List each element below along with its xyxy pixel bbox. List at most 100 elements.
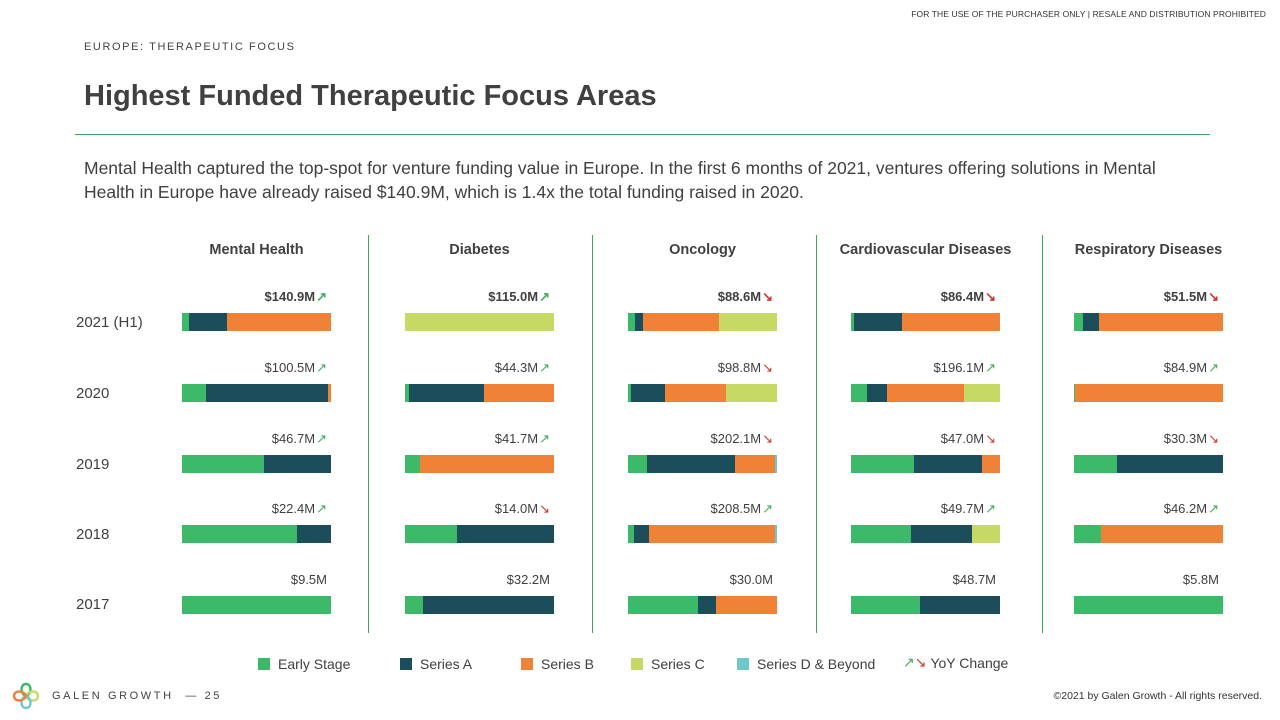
yoy-up-arrow-icon: ↗ — [1208, 360, 1219, 375]
section-kicker: EUROPE: THERAPEUTIC FOCUS — [84, 41, 296, 53]
stacked-bar — [405, 384, 554, 402]
bar-segment-early — [628, 525, 634, 543]
total-value: $14.0M — [494, 501, 539, 516]
total-value: $5.8M — [1182, 572, 1219, 587]
total-value: $30.3M — [1163, 431, 1208, 446]
total-value: $202.1M — [710, 431, 762, 446]
bar-segment-a — [698, 596, 716, 614]
yoy-up-arrow-icon: ↗ — [316, 289, 327, 304]
stacked-bar — [405, 525, 554, 543]
bar-segment-a — [457, 525, 554, 543]
bar-segment-early — [1074, 596, 1223, 614]
stacked-bar — [405, 596, 554, 614]
data-label: $46.2M↗ — [1164, 501, 1219, 517]
stacked-bar — [182, 525, 331, 543]
bar-segment-a — [913, 455, 983, 473]
data-label: $196.1M↗ — [934, 360, 997, 376]
bar-segment-a — [647, 455, 736, 473]
data-label: $100.5M↗ — [265, 360, 328, 376]
total-value: $196.1M — [933, 360, 985, 375]
chart-legend: Early Stage Series A Series B Series C Serie… — [0, 654, 1280, 678]
bar-segment-a — [263, 455, 331, 473]
data-label: $51.5M↘ — [1164, 289, 1219, 305]
yoy-up-arrow-icon: ↗ — [539, 360, 550, 375]
total-value: $86.4M — [940, 289, 985, 304]
legend-item: Series C — [631, 656, 705, 672]
bar-segment-b — [901, 313, 1000, 331]
yoy-down-arrow-icon: ↘ — [762, 289, 773, 304]
bar-segment-a — [1117, 455, 1223, 473]
data-label: $14.0M↘ — [495, 501, 550, 517]
stacked-bar — [628, 313, 777, 331]
stacked-bar — [405, 455, 554, 473]
description: Mental Health captured the top-spot for … — [84, 158, 1156, 202]
row-label: 2018 — [76, 526, 110, 543]
funding-chart: 2021 (H1) 2020 2019 2018 2017 Mental Health $1… — [0, 230, 1280, 640]
data-label: $22.4M↗ — [272, 501, 327, 517]
data-label: $5.8M — [1183, 572, 1219, 587]
total-value: $84.9M — [1163, 360, 1208, 375]
legend-label: Series A — [420, 656, 473, 672]
bar-segment-early — [182, 313, 190, 331]
stacked-bar — [182, 455, 331, 473]
data-label: $41.7M↗ — [495, 431, 550, 447]
stacked-bar — [1074, 525, 1223, 543]
data-label: $88.6M↘ — [718, 289, 773, 305]
panel-mental-health: Mental Health $140.9M↗ $100.5M↗ $46.7M↗ $22.… — [182, 230, 331, 640]
bar-segment-a — [867, 384, 887, 402]
galen-growth-logo-icon — [12, 682, 40, 710]
panel-respiratory-diseases: Respiratory Diseases $51.5M↘ $84.9M↗ $30.3M… — [1074, 230, 1223, 640]
bar-segment-d — [775, 525, 777, 543]
bar-segment-b — [648, 525, 776, 543]
stacked-bar — [405, 313, 554, 331]
title-divider — [75, 134, 1210, 135]
brand-name: GALEN GROWTH — [52, 690, 174, 702]
panel-title: Diabetes — [449, 242, 510, 258]
total-value: $88.6M — [717, 289, 762, 304]
stacked-bar — [1074, 313, 1223, 331]
total-value: $115.0M — [488, 289, 539, 304]
bar-segment-b — [665, 384, 727, 402]
bar-segment-c — [726, 384, 777, 402]
bar-segment-b — [982, 455, 1000, 473]
legend-swatch — [521, 658, 533, 670]
bar-segment-early — [405, 596, 423, 614]
bar-segment-b — [226, 313, 331, 331]
bar-segment-b — [715, 596, 777, 614]
bar-segment-a — [633, 525, 649, 543]
panel-cardiovascular-diseases: Cardiovascular Diseases $86.4M↘ $196.1M↗ $4… — [840, 230, 1011, 640]
bar-segment-early — [851, 384, 868, 402]
bar-segment-a — [409, 384, 484, 402]
yoy-up-arrow-icon: ↗ — [539, 431, 550, 446]
data-label: $32.2M — [507, 572, 550, 587]
bar-segment-a — [919, 596, 1000, 614]
yoy-down-arrow-icon: ↘ — [539, 501, 550, 516]
stacked-bar — [851, 525, 1000, 543]
panel-title: Respiratory Diseases — [1074, 242, 1223, 258]
total-value: $32.2M — [506, 572, 550, 587]
bar-segment-c — [405, 313, 554, 331]
bar-segment-b — [419, 455, 554, 473]
legend-label: YoY Change — [930, 654, 1009, 671]
bar-segment-a — [853, 313, 902, 331]
yoy-up-arrow-icon: ↗ — [316, 360, 327, 375]
panel-oncology: Oncology $88.6M↘ $98.8M↘ $202.1M↘ $208.5M↗ $3… — [628, 230, 777, 640]
yoy-up-arrow-icon: ↗ — [539, 289, 550, 304]
legend-swatch — [737, 658, 749, 670]
bar-segment-b — [735, 455, 776, 473]
bar-segment-a — [422, 596, 554, 614]
data-label: $84.9M↗ — [1164, 360, 1219, 376]
panel-divider — [1042, 235, 1043, 633]
panel-diabetes: Diabetes $115.0M↗ $44.3M↗ $41.7M↗ $14.0M↘ $32… — [405, 230, 554, 640]
yoy-up-arrow-icon: ↗ — [316, 431, 327, 446]
legend-item: Series B — [521, 656, 594, 672]
data-label: $208.5M↗ — [711, 501, 774, 517]
data-label: $98.8M↘ — [718, 360, 773, 376]
data-label: $44.3M↗ — [495, 360, 550, 376]
legend-item: Series A — [400, 656, 472, 672]
page-number: — 25 — [185, 690, 223, 702]
bar-segment-b — [1075, 384, 1223, 402]
stacked-bar — [851, 596, 1000, 614]
data-label: $48.7M — [953, 572, 996, 587]
total-value: $48.7M — [952, 572, 996, 587]
